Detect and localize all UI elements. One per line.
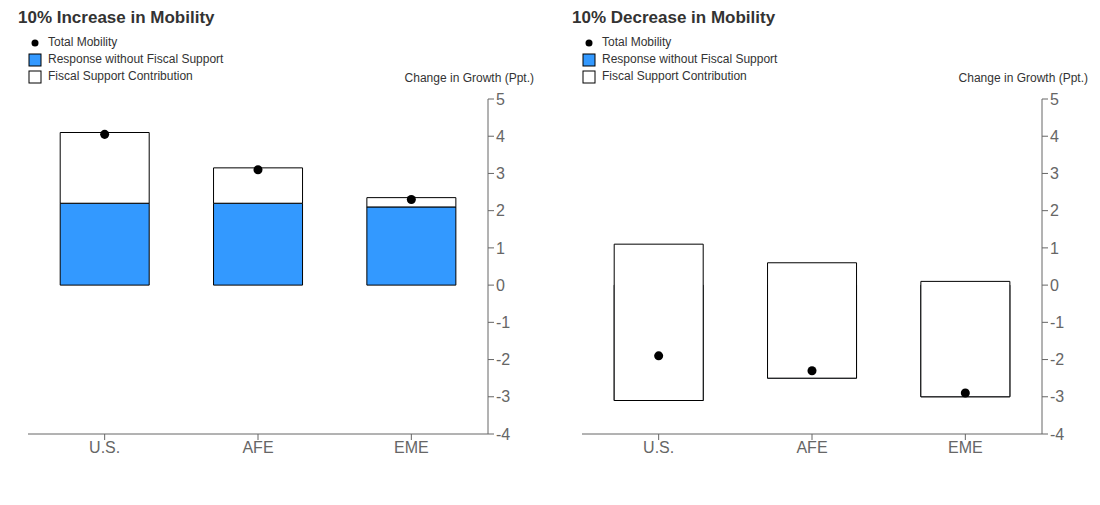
svg-text:2: 2 — [1050, 202, 1059, 219]
svg-text:U.S.: U.S. — [643, 439, 674, 456]
svg-text:-4: -4 — [1050, 426, 1064, 443]
html-text:Total Mobility: Total Mobility — [48, 35, 118, 49]
svg-text:4: 4 — [496, 128, 505, 145]
html-text:10% Increase in Mobility: 10% Increase in Mobility — [18, 8, 215, 27]
svg-text:4: 4 — [1050, 128, 1059, 145]
svg-text:AFE: AFE — [796, 439, 827, 456]
html-text:Fiscal Support Contribution: Fiscal Support Contribution — [602, 69, 747, 83]
svg-text:5: 5 — [496, 91, 505, 108]
svg-text:U.S.: U.S. — [89, 439, 120, 456]
html-text:Total Mobility: Total Mobility — [602, 35, 672, 49]
svg-text:1: 1 — [1050, 240, 1059, 257]
html-text:Change in Growth (Ppt.): Change in Growth (Ppt.) — [958, 71, 1088, 85]
svg-text:0: 0 — [1050, 277, 1059, 294]
html-text:Response without Fiscal Suppor: Response without Fiscal Support — [48, 52, 224, 66]
svg-text:AFE: AFE — [242, 439, 273, 456]
svg-text:3: 3 — [496, 165, 505, 182]
html-text:Response without Fiscal Suppor: Response without Fiscal Support — [602, 52, 778, 66]
html-text:Change in Growth (Ppt.): Change in Growth (Ppt.) — [404, 71, 534, 85]
html-text:Fiscal Support Contribution: Fiscal Support Contribution — [48, 69, 193, 83]
html-text:10% Decrease in Mobility: 10% Decrease in Mobility — [572, 8, 776, 27]
svg-text:-1: -1 — [1050, 314, 1064, 331]
svg-text:-3: -3 — [1050, 388, 1064, 405]
svg-text:-3: -3 — [496, 388, 510, 405]
svg-text:EME: EME — [948, 439, 983, 456]
svg-text:EME: EME — [394, 439, 429, 456]
svg-text:-1: -1 — [496, 314, 510, 331]
svg-text:3: 3 — [1050, 165, 1059, 182]
svg-text:-4: -4 — [496, 426, 510, 443]
svg-text:2: 2 — [496, 202, 505, 219]
svg-text:-2: -2 — [1050, 351, 1064, 368]
svg-text:5: 5 — [1050, 91, 1059, 108]
svg-text:-2: -2 — [496, 351, 510, 368]
svg-text:0: 0 — [496, 277, 505, 294]
svg-text:1: 1 — [496, 240, 505, 257]
